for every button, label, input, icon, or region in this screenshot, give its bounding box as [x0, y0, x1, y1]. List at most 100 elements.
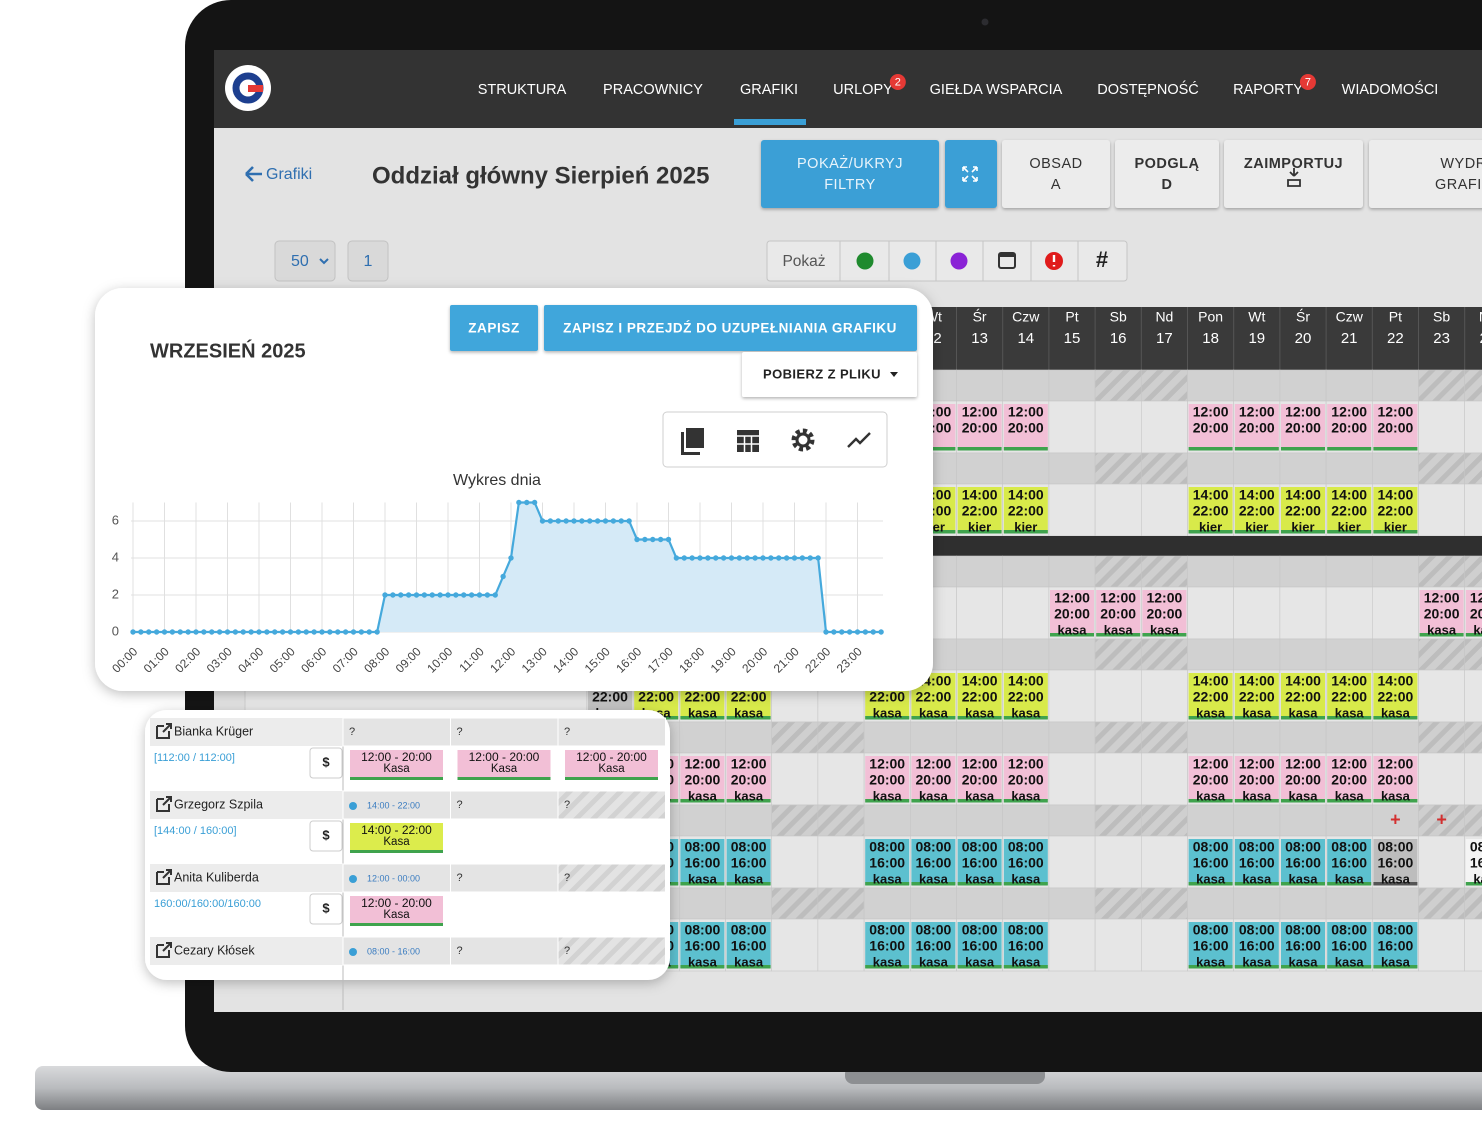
pay-button[interactable] [309, 893, 343, 925]
toolbar-button[interactable]: ZAIMPORTUJ [1224, 140, 1363, 208]
shift-bg[interactable] [1003, 673, 1048, 719]
pay-button[interactable] [309, 820, 343, 852]
nav-item[interactable]: WIADOMOŚCI [1342, 80, 1439, 98]
shift-bg[interactable] [957, 673, 1002, 719]
shift-bg[interactable] [1281, 487, 1325, 533]
nav-item[interactable]: RAPORTY [1233, 82, 1303, 98]
nav-item[interactable]: DOSTĘPNOŚĆ [1097, 80, 1199, 98]
shift-bg[interactable] [1096, 590, 1141, 636]
shift-bg[interactable] [865, 756, 910, 802]
shift-bg[interactable] [1003, 839, 1048, 885]
shift-bg[interactable] [957, 922, 1002, 968]
toolbar-button[interactable] [945, 140, 997, 208]
shift-bg[interactable] [1373, 839, 1418, 885]
shift-bg[interactable] [1188, 922, 1233, 968]
import-button[interactable] [742, 352, 917, 397]
shift-bg[interactable] [1281, 922, 1325, 968]
shift-bg[interactable] [1327, 839, 1372, 885]
shift-bg[interactable] [1234, 673, 1279, 719]
nav-item[interactable]: GIEŁDA WSPARCIA [930, 82, 1063, 98]
shift-bg[interactable] [1050, 590, 1094, 636]
toolbar-button[interactable]: POKAŻ/UKRYJ FILTRY [761, 140, 939, 208]
edit-icon[interactable] [156, 869, 172, 885]
edit-icon[interactable] [156, 723, 172, 739]
shift-bg[interactable] [1003, 922, 1048, 968]
shift-bg[interactable] [1281, 756, 1325, 802]
shift-bg[interactable] [1234, 487, 1279, 533]
filter-dot[interactable] [950, 252, 968, 270]
shift-bg[interactable] [726, 756, 771, 802]
per-page-select[interactable] [274, 240, 336, 282]
pay-button[interactable] [309, 747, 343, 779]
edit-icon[interactable] [156, 796, 172, 812]
shift-bg[interactable] [1003, 404, 1048, 450]
filter-dot[interactable] [903, 252, 921, 270]
shift-bg[interactable] [911, 922, 956, 968]
shift-bg[interactable] [680, 922, 725, 968]
toolbar-button[interactable]: OBSAD A [1002, 140, 1110, 208]
shift-bg[interactable] [1281, 673, 1325, 719]
shift[interactable] [350, 750, 443, 780]
add-shift[interactable]: + [1390, 809, 1401, 829]
shift-bg[interactable] [865, 922, 910, 968]
shift-bg[interactable] [1373, 922, 1418, 968]
save-button[interactable] [450, 305, 538, 351]
nav-item[interactable]: STRUKTURA [478, 82, 567, 98]
shift-bg[interactable] [726, 839, 771, 885]
shift-bg[interactable] [680, 839, 725, 885]
shift-bg[interactable] [1327, 922, 1372, 968]
shift-bg[interactable] [1188, 839, 1233, 885]
shift-bg[interactable] [1327, 756, 1372, 802]
shift-bg[interactable] [680, 756, 725, 802]
back-link[interactable]: Grafiki [266, 166, 312, 183]
shift-bg[interactable] [957, 839, 1002, 885]
shift-bg[interactable] [1234, 404, 1279, 450]
shift-bg[interactable] [865, 839, 910, 885]
shift-bg[interactable] [1373, 756, 1418, 802]
shift-bg[interactable] [911, 756, 956, 802]
filter-dot[interactable] [856, 252, 874, 270]
shift-bg[interactable] [1188, 404, 1233, 450]
icon-chart[interactable] [847, 432, 871, 448]
shift-bg[interactable] [1188, 756, 1233, 802]
shift-bg[interactable] [1327, 404, 1372, 450]
shift-bg[interactable] [957, 756, 1002, 802]
shift-bg[interactable] [1003, 756, 1048, 802]
shift-bg[interactable] [1373, 673, 1418, 719]
toolbar-button[interactable]: PODGLĄ D [1115, 140, 1219, 208]
icon-settings[interactable] [791, 428, 815, 452]
add-shift[interactable]: + [1436, 809, 1447, 829]
shift-bg[interactable] [957, 404, 1002, 450]
shift[interactable] [457, 750, 551, 780]
icon-list[interactable] [681, 428, 704, 455]
shift-bg[interactable] [1373, 404, 1418, 450]
shift-bg[interactable] [1327, 487, 1372, 533]
nav-item[interactable]: GRAFIKI [740, 82, 798, 98]
shift-bg[interactable] [1281, 404, 1325, 450]
shift-bg[interactable] [1419, 590, 1464, 636]
shift-bg[interactable] [1465, 590, 1482, 636]
shift[interactable] [350, 823, 443, 853]
shift-bg[interactable] [1003, 487, 1048, 533]
page-box[interactable] [347, 240, 389, 282]
edit-icon[interactable] [156, 942, 172, 958]
save-next-button[interactable] [544, 305, 917, 351]
shift-bg[interactable] [1234, 922, 1279, 968]
hash-filter[interactable]: # [1096, 247, 1108, 272]
shift-bg[interactable] [1188, 673, 1233, 719]
shift-bg[interactable] [1142, 590, 1187, 636]
nav-item[interactable]: URLOPY [833, 82, 893, 98]
shift-bg[interactable] [1234, 839, 1279, 885]
shift[interactable] [565, 750, 658, 780]
shift-bg[interactable] [911, 839, 956, 885]
shift-bg[interactable] [1327, 673, 1372, 719]
icon-table[interactable] [737, 430, 759, 452]
shift-bg[interactable] [1234, 756, 1279, 802]
toolbar-button[interactable]: WYDRU GRAFIKU [1369, 140, 1482, 208]
shift-bg[interactable] [1373, 487, 1418, 533]
shift-bg[interactable] [1188, 487, 1233, 533]
shift-bg[interactable] [726, 922, 771, 968]
shift[interactable] [350, 896, 443, 926]
nav-item[interactable]: PRACOWNICY [603, 82, 703, 98]
shift-bg[interactable] [1281, 839, 1325, 885]
